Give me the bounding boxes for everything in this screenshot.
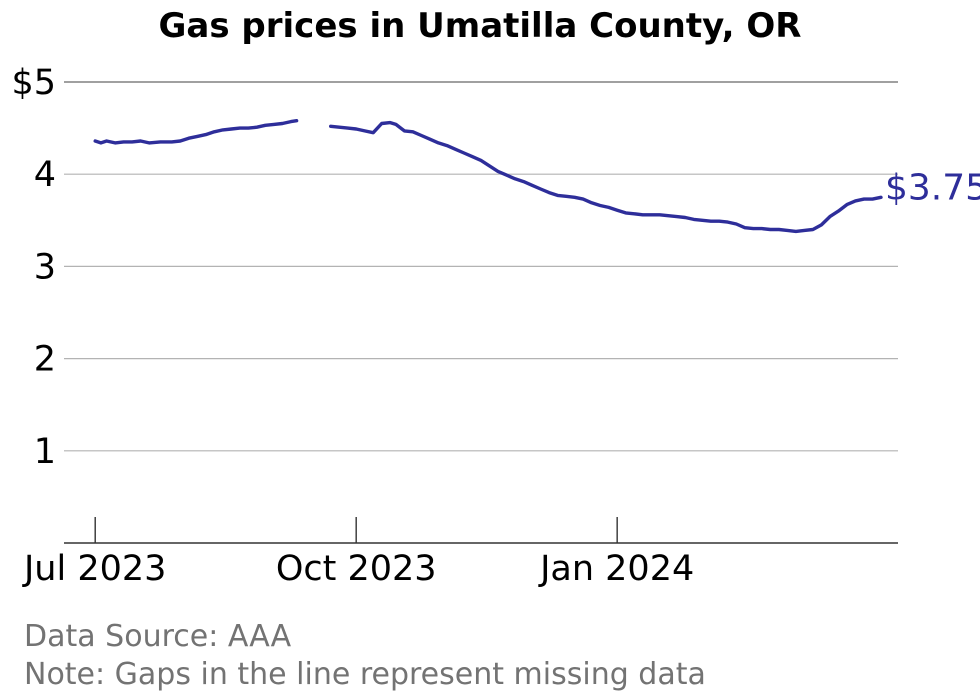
y-tick-label: 1 [34,432,56,472]
y-tick-label: 3 [34,247,56,287]
y-tick-label: 4 [34,155,56,195]
gridlines [64,81,898,452]
price-line-segment-1 [93,119,299,145]
price-line [93,119,883,234]
x-tick-label: Jul 2023 [22,549,166,589]
x-ticks: Jul 2023 Oct 2023 Jan 2024 [22,517,694,589]
data-source-note: Data Source: AAA [24,619,292,654]
x-tick-label: Oct 2023 [276,549,437,589]
price-line-segment-2 [329,120,883,234]
latest-price-label: $3.75 [885,167,980,208]
y-tick-label: 2 [34,340,56,380]
chart-title: Gas prices in Umatilla County, OR [159,6,802,46]
y-tick-labels: 1 2 3 4 $5 [11,63,56,472]
x-tick-label: Jan 2024 [538,549,694,589]
y-tick-label: $5 [11,63,56,103]
missing-data-note: Note: Gaps in the line represent missing… [24,657,706,692]
